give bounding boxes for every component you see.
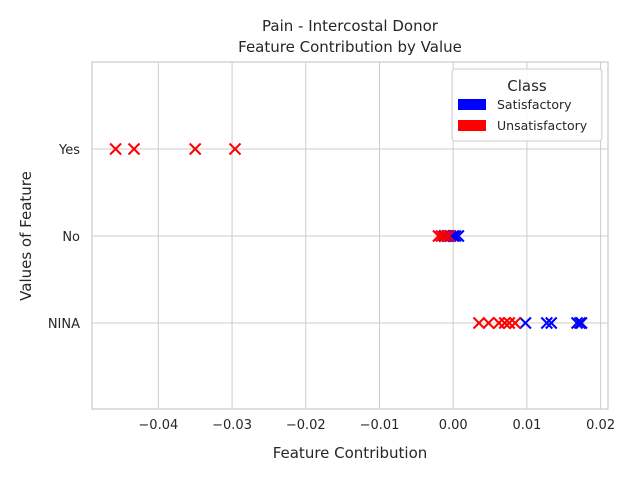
y-axis-ticks: Yes No NINA [48,143,80,332]
x-tick-label: −0.01 [360,418,400,433]
legend: Class Satisfactory Unsatisfactory [451,68,603,142]
x-tick-label: −0.03 [212,418,252,433]
plot-frame [91,61,609,410]
y-tick-label: NINA [48,317,80,332]
data-point [188,142,202,156]
data-point [570,316,584,330]
data-point [545,316,558,330]
data-point [109,142,122,156]
data-point [498,316,512,330]
data-point [508,316,522,330]
data-point [575,316,588,330]
x-tick-label: 0.02 [586,418,615,433]
data-point [442,229,455,243]
x-tick-label: −0.04 [138,418,178,433]
data-point [519,316,532,330]
legend-box [451,68,603,142]
data-point [452,229,465,243]
data-point [503,316,516,330]
x-tick-label: 0.00 [439,418,468,433]
y-axis-title: Values of Feature [17,171,35,301]
chart-subtitle: Feature Contribution by Value [238,38,462,56]
data-point [482,316,495,330]
data-points [109,142,588,330]
legend-title: Class [507,77,547,95]
legend-swatch-unsatisfactory [458,120,486,131]
legend-swatch-satisfactory [458,99,486,110]
legend-label-satisfactory: Satisfactory [497,97,572,112]
y-tick-label: No [62,230,80,245]
legend-label-unsatisfactory: Unsatisfactory [497,118,588,133]
series-satisfactory [438,229,588,330]
data-point [438,229,452,243]
data-point [228,142,242,156]
data-point [492,316,506,330]
series-unsatisfactory [109,142,522,330]
data-point [573,316,587,330]
chart-title: Pain - Intercostal Donor [262,17,439,35]
x-tick-label: 0.01 [512,418,541,433]
grid [92,62,608,409]
data-point [472,316,486,330]
data-point [127,142,141,156]
data-point [540,316,554,330]
x-tick-label: −0.02 [286,418,326,433]
x-axis-ticks: −0.04 −0.03 −0.02 −0.01 0.00 0.01 0.02 [138,418,615,433]
y-tick-label: Yes [58,143,80,158]
x-axis-title: Feature Contribution [273,444,428,462]
